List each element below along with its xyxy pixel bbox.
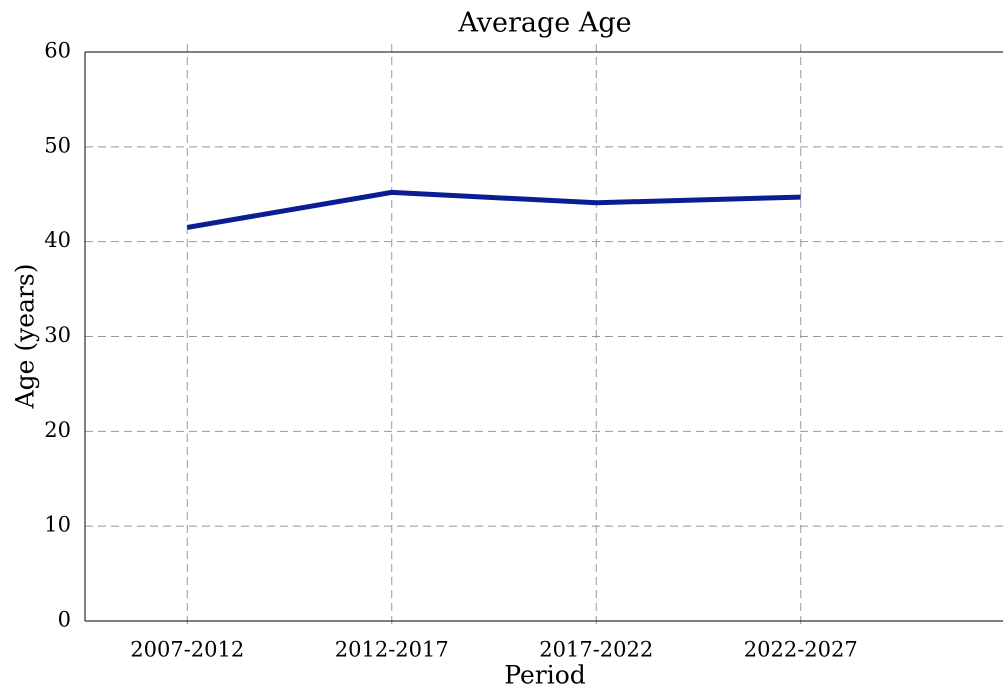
x-axis-label: Period — [504, 661, 586, 690]
y-tick-label: 50 — [44, 133, 71, 157]
y-tick-label: 0 — [58, 608, 71, 632]
y-tick-label: 30 — [44, 323, 71, 347]
y-tick-label: 20 — [44, 418, 71, 442]
y-tick-label: 60 — [44, 39, 71, 63]
x-tick-label: 2012-2017 — [335, 638, 449, 662]
x-tick-label: 2017-2022 — [539, 638, 653, 662]
y-tick-label: 10 — [44, 513, 71, 537]
y-axis-label: Age (years) — [11, 264, 40, 410]
x-tick-label: 2007-2012 — [130, 638, 244, 662]
x-tick-label: 2022-2027 — [744, 638, 858, 662]
y-tick-label: 40 — [44, 228, 71, 252]
data-line — [186, 189, 801, 230]
chart-title: Average Age — [457, 8, 631, 39]
